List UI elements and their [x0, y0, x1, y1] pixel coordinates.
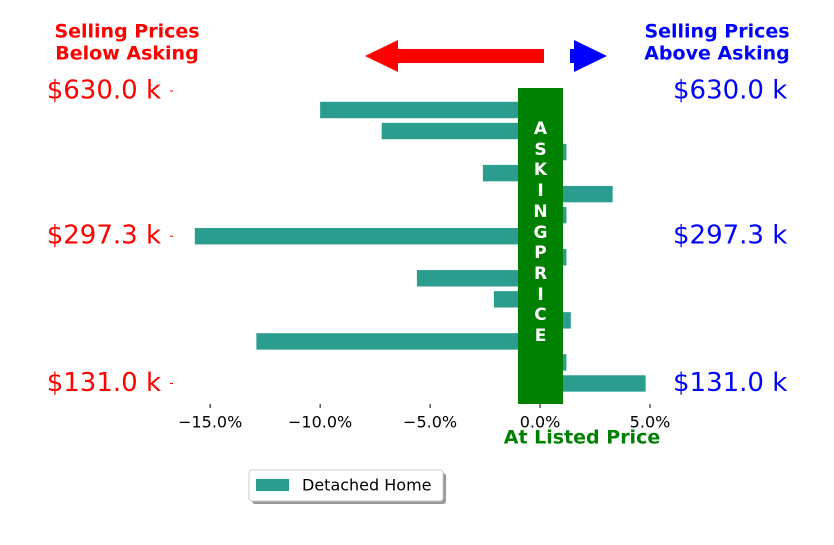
y-tick-label: $297.3 k [47, 221, 161, 251]
x-tick-label: 5.0% [630, 413, 671, 432]
bar [540, 375, 646, 392]
bar [416, 270, 541, 287]
bar [381, 122, 541, 140]
bar [194, 228, 541, 245]
x-tick-label: −5.0% [403, 413, 457, 432]
y-tick-label-right: $297.3 k [673, 221, 787, 251]
title-right: Selling Prices [644, 21, 789, 43]
x-tick-label: −10.0% [288, 413, 352, 432]
bar [256, 333, 541, 350]
y-tick-label: $131.0 k [47, 368, 161, 398]
bars [194, 101, 646, 392]
y-tick-label: $630.0 k [47, 76, 161, 106]
y-tick-label-right: $131.0 k [673, 368, 787, 398]
legend-label: Detached Home [302, 476, 432, 495]
y-tick-label-right: $630.0 k [673, 76, 787, 106]
title-left: Selling Prices [54, 21, 199, 43]
right-arrow [570, 40, 607, 72]
x-tick-label: 0.0% [520, 413, 561, 432]
x-tick-label: −15.0% [178, 413, 242, 432]
legend-swatch [256, 479, 289, 491]
asking-band [518, 88, 563, 404]
legend-box [248, 469, 444, 502]
x-label: At Listed Price [504, 427, 660, 449]
title-left: Below Asking [55, 43, 198, 65]
band-label: ASKING PRICE [533, 119, 554, 347]
overlay: −15.0% −10.0% −5.0% 0.0% 5.0% $630.0 k $630.0 … [47, 76, 787, 504]
left-arrow [365, 40, 544, 72]
title-right: Above Asking [644, 43, 790, 65]
bar [320, 101, 541, 119]
